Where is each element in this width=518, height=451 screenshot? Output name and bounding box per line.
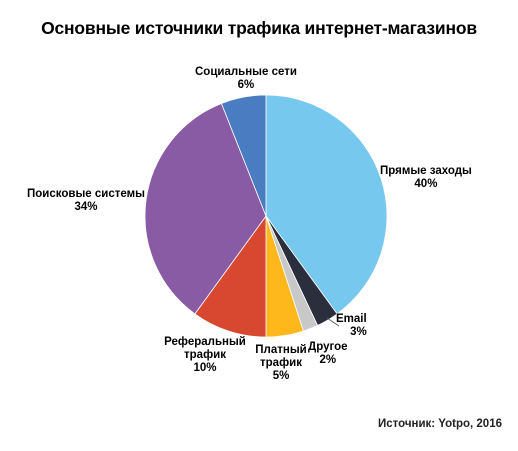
pie-slice-5: [144, 102, 267, 315]
pie-slice-4: [194, 214, 267, 338]
slice-label-referral: Реферальный трафик 10%: [160, 336, 250, 375]
slice-label-search-name: Поисковые системы: [27, 188, 145, 200]
slice-label-paid-name: Платный трафик: [255, 344, 307, 369]
slice-label-referral-value: 10%: [193, 362, 217, 374]
slice-label-search: Поисковые системы 34%: [27, 188, 145, 214]
slice-label-direct-value: 40%: [414, 178, 438, 190]
slice-label-paid: Платный трафик 5%: [252, 344, 310, 383]
slice-label-direct-name: Прямые заходы: [380, 165, 472, 177]
slice-label-direct: Прямые заходы 40%: [380, 165, 472, 191]
slice-label-other: Другое 2%: [308, 341, 348, 367]
email-leader-line: [326, 317, 340, 327]
slice-label-paid-value: 5%: [272, 370, 290, 382]
pie-slice-0: [265, 94, 388, 315]
chart-title: Основные источники трафика интернет-мага…: [41, 18, 477, 38]
slice-label-social-name: Социальные сети: [195, 66, 297, 78]
slice-label-referral-name: Реферальный трафик: [164, 336, 246, 361]
slice-label-social-value: 6%: [237, 79, 255, 91]
slice-label-other-name: Другое: [308, 341, 348, 353]
pie-slice-6: [220, 94, 267, 217]
slice-label-social: Социальные сети 6%: [195, 66, 297, 92]
slice-label-email: Email 3%: [336, 313, 367, 339]
slice-label-email-name: Email: [336, 313, 367, 325]
slice-label-other-value: 2%: [319, 354, 337, 366]
slice-label-email-value: 3%: [350, 326, 367, 338]
slice-label-search-value: 34%: [74, 201, 98, 213]
source-note: Источник: Yotpo, 2016: [377, 418, 502, 430]
